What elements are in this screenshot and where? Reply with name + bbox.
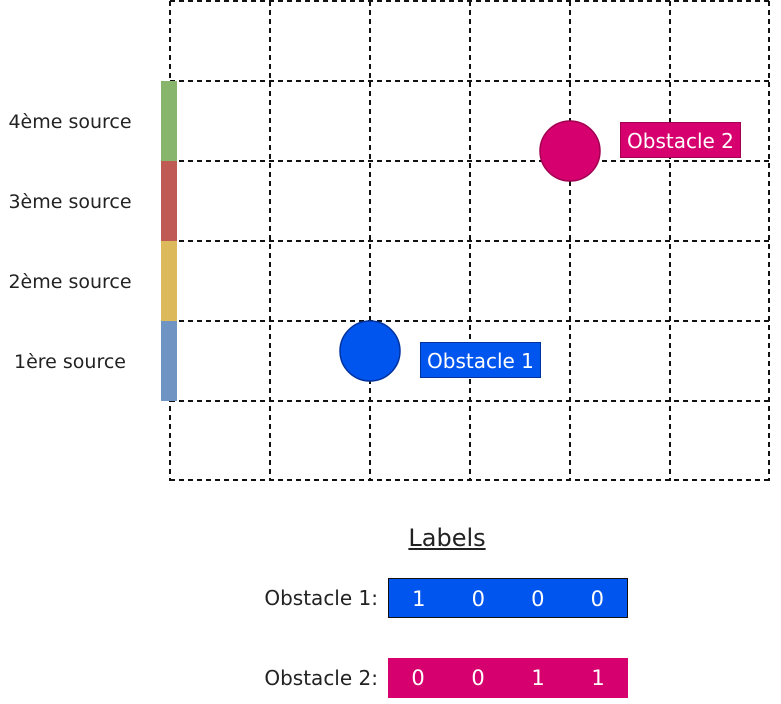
label-bit: 0 bbox=[590, 587, 604, 611]
label-bit: 1 bbox=[412, 587, 426, 611]
source-label-3: 3ème source bbox=[8, 191, 132, 213]
label-bit: 0 bbox=[471, 666, 485, 690]
label-bit: 1 bbox=[531, 666, 545, 690]
obstacle-1-tag: Obstacle 1 bbox=[420, 342, 541, 378]
label-bit: 1 bbox=[591, 666, 605, 690]
label-row-name: Obstacle 2: bbox=[264, 666, 378, 690]
source-label-1: 1ère source bbox=[14, 351, 126, 373]
obstacle-2-tag: Obstacle 2 bbox=[620, 122, 741, 158]
label-bit: 0 bbox=[411, 666, 425, 690]
source-bar-2 bbox=[161, 241, 177, 321]
dashed-grid bbox=[169, 0, 770, 481]
source-label-2: 2ème source bbox=[8, 271, 132, 293]
label-bit: 0 bbox=[471, 587, 485, 611]
source-bars bbox=[161, 81, 177, 401]
source-bar-3 bbox=[161, 161, 177, 241]
label-row-name: Obstacle 1: bbox=[264, 586, 378, 610]
legend-title: Labels bbox=[408, 524, 486, 552]
label-bit: 0 bbox=[531, 587, 545, 611]
source-bar-4 bbox=[161, 81, 177, 161]
obstacle-2-circle bbox=[539, 120, 601, 182]
grid-diagram bbox=[161, 0, 770, 481]
source-bar-1 bbox=[161, 321, 177, 401]
label-bits: 1 0 0 0 bbox=[388, 578, 628, 618]
label-bits: 0 0 1 1 bbox=[388, 658, 628, 698]
obstacle-1-circle bbox=[339, 320, 401, 382]
source-label-4: 4ème source bbox=[8, 111, 132, 133]
